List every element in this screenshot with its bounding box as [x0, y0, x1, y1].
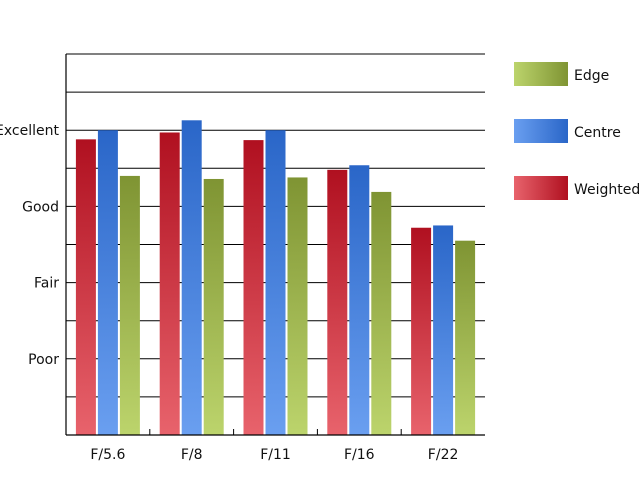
x-tick-label: F/16 [344, 447, 375, 463]
x-tick-label: F/8 [181, 447, 203, 463]
y-tick-labels: Poor Fair Good Excellent [0, 123, 60, 368]
bar-edge-4 [371, 191, 392, 435]
bar-centre-4 [349, 165, 370, 435]
bar-centre-2 [181, 120, 202, 435]
bars [75, 120, 476, 436]
y-tick-label: Fair [34, 276, 59, 292]
bar-weighted-2 [159, 132, 180, 435]
x-tick-label: F/5.6 [90, 447, 125, 463]
bar-edge-1 [119, 175, 140, 436]
y-tick-label: Excellent [0, 123, 60, 139]
bar-edge-3 [287, 177, 308, 435]
legend-swatch-weighted [514, 176, 568, 200]
x-tick-label: F/22 [428, 447, 459, 463]
x-tick-label: F/11 [260, 447, 291, 463]
legend-swatch-edge [514, 62, 568, 86]
bar-centre-3 [265, 130, 286, 435]
legend-label-edge: Edge [574, 68, 609, 84]
bar-weighted-3 [243, 140, 264, 435]
bar-edge-2 [203, 178, 224, 435]
x-tick-labels: F/5.6 F/8 F/11 F/16 F/22 [90, 447, 458, 463]
bar-weighted-1 [75, 139, 96, 435]
legend-label-weighted: Weighted [574, 182, 640, 198]
bar-weighted-4 [327, 169, 348, 435]
axes [65, 54, 485, 436]
bar-centre-1 [97, 130, 118, 435]
legend-label-centre: Centre [574, 125, 621, 141]
legend-swatch-centre [514, 119, 568, 143]
bar-edge-5 [455, 240, 476, 435]
bar-weighted-5 [411, 227, 432, 435]
y-tick-label: Poor [28, 352, 59, 368]
bar-centre-5 [433, 225, 454, 435]
legend: Edge Centre Weighted [514, 62, 640, 200]
y-tick-label: Good [22, 199, 59, 215]
